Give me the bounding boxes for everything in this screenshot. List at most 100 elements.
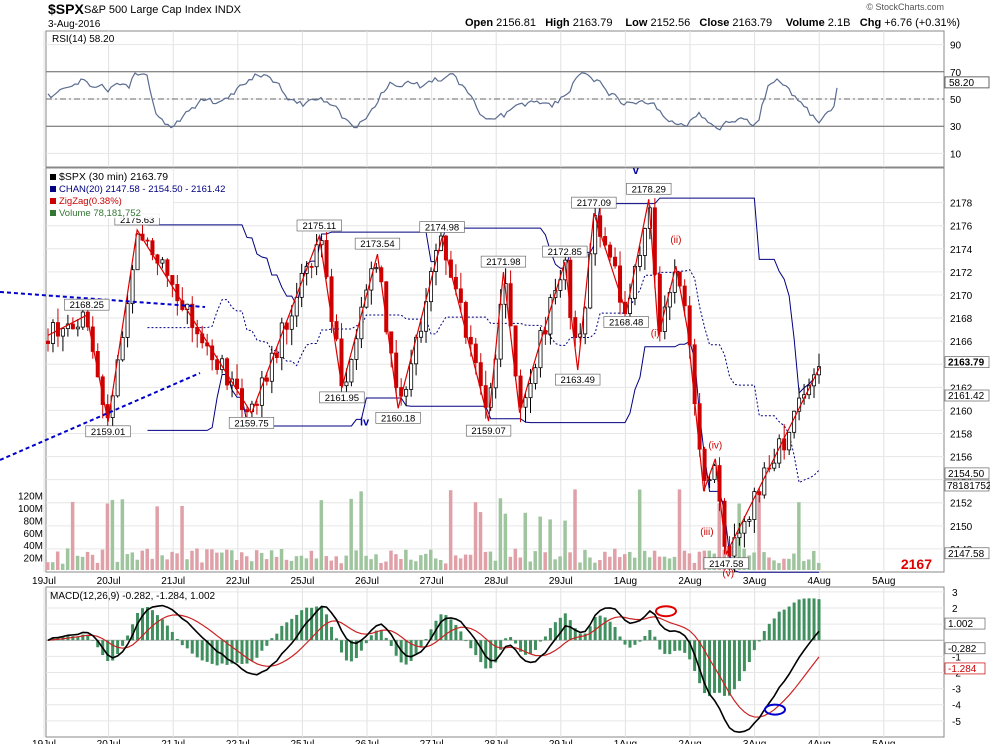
candle-body <box>80 311 85 328</box>
price-panel: 2148215021522154215621582160216221642166… <box>0 165 990 587</box>
volume-bar <box>662 556 667 570</box>
candle-body <box>244 409 249 413</box>
price-last-value: 2161.42 <box>948 391 985 402</box>
volume-bar <box>269 550 274 570</box>
volume-bar <box>309 550 314 570</box>
pivot-label-box <box>354 237 401 250</box>
volume-bar <box>205 549 209 570</box>
candle-body <box>453 276 458 290</box>
candle-body <box>46 340 51 344</box>
rsi-last-value: 58.20 <box>949 78 974 89</box>
candle-body <box>772 462 777 469</box>
volume-bar <box>503 513 508 570</box>
rsi-line <box>47 72 838 131</box>
macd-histogram-bar <box>106 640 110 662</box>
pivot-label-box <box>555 373 601 386</box>
macd-histogram-bar <box>200 640 204 661</box>
macd-histogram-bar <box>553 622 557 641</box>
macd-histogram-bar <box>111 640 115 661</box>
macd-x-tick-label: 29Jul <box>549 739 573 744</box>
volume-last-value-box <box>944 479 990 492</box>
rsi-tick-label: 30 <box>950 122 962 133</box>
candle-body <box>289 315 294 330</box>
macd-histogram-bar <box>76 636 80 641</box>
macd-histogram-bar <box>414 640 418 654</box>
candle-body <box>145 239 150 242</box>
volume-bar <box>553 559 557 570</box>
price-legend-bg <box>48 170 173 218</box>
macd-histogram-bar <box>255 640 259 658</box>
wave-label: v <box>633 165 640 177</box>
pivot-label: 2172.85 <box>548 247 582 258</box>
macd-histogram-bar <box>330 626 334 641</box>
x-tick-label: 2Aug <box>678 576 701 587</box>
macd-x-tick-label: 2Aug <box>678 739 701 744</box>
candle-body <box>662 306 667 332</box>
macd-histogram-bar <box>732 640 736 690</box>
macd-histogram-bar <box>752 640 756 651</box>
rsi-tick-label: 70 <box>950 68 962 79</box>
macd-x-tick-label: 5Aug <box>872 739 895 744</box>
macd-x-tick-label: 20Jul <box>97 739 121 744</box>
price-tick-label: 2174 <box>950 245 973 256</box>
macd-histogram-bar <box>727 640 731 696</box>
volume-bar <box>110 499 115 570</box>
macd-histogram-bar <box>429 629 433 641</box>
volume-bar <box>672 556 677 570</box>
x-tick-label: 28Jul <box>484 576 508 587</box>
candle-body <box>324 240 329 278</box>
volume-bar <box>613 548 617 570</box>
macd-histogram-bar <box>454 625 458 641</box>
volume-bar <box>319 500 324 570</box>
wave-label: (iv) <box>708 440 722 451</box>
candle-body <box>160 259 165 264</box>
volume-bar <box>682 550 687 570</box>
candle-body <box>523 397 528 408</box>
volume-bar <box>548 519 552 570</box>
candle-body <box>409 363 414 390</box>
rsi-last-value-box <box>944 76 990 89</box>
macd-histogram-bar <box>484 640 488 669</box>
price-tick-label: 2156 <box>950 453 973 464</box>
macd-histogram-bar <box>359 640 363 651</box>
legend-swatch <box>50 210 56 216</box>
macd-histogram-bar <box>295 614 299 641</box>
volume-bar <box>498 498 503 570</box>
macd-histogram-bar <box>782 609 786 641</box>
volume-bar <box>538 516 542 570</box>
volume-bar <box>394 554 398 570</box>
macd-histogram-bar <box>608 621 612 641</box>
pivot-label-box <box>603 316 649 328</box>
macd-last-value-box <box>944 662 986 675</box>
macd-x-tick-label: 28Jul <box>484 739 508 744</box>
volume-bar <box>568 552 572 570</box>
volume-bar <box>95 562 100 570</box>
macd-histogram-bar <box>374 630 378 641</box>
macd-histogram-bar <box>718 640 722 693</box>
candle-body <box>712 465 717 481</box>
pivot-label: 2173.54 <box>360 239 394 250</box>
pivot-label: 2171.98 <box>486 257 520 268</box>
volume-bar <box>647 557 652 570</box>
pivot-label: 2177.09 <box>577 198 611 209</box>
volume-bar <box>488 551 493 570</box>
macd-histogram-bar <box>344 640 348 661</box>
volume-bar <box>65 548 70 570</box>
volume-tick-label: 20M <box>24 554 43 565</box>
macd-histogram-bar <box>673 640 677 651</box>
pivot-label: 2178.29 <box>632 184 666 195</box>
volume-bar <box>344 555 348 570</box>
zigzag-line <box>47 199 821 556</box>
volume-bar <box>792 553 796 570</box>
volume-bar <box>812 550 816 570</box>
price-tick-label: 2170 <box>950 291 973 302</box>
macd-last-value: -1.284 <box>948 664 977 675</box>
volume-bar <box>573 489 577 570</box>
volume-bar <box>627 551 632 570</box>
symbol-title: $SPX <box>48 1 84 17</box>
macd-histogram-bar <box>722 640 726 696</box>
macd-histogram-bar <box>528 640 532 654</box>
macd-histogram-bar <box>489 640 493 669</box>
price-tick-label: 2150 <box>950 522 973 533</box>
macd-x-tick-label: 25Jul <box>290 739 314 744</box>
